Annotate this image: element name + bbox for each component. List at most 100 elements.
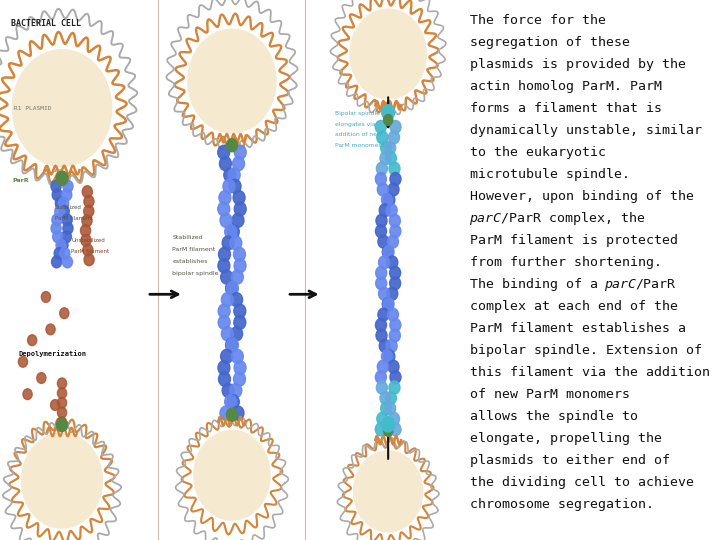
Circle shape [220, 157, 231, 171]
Circle shape [58, 417, 67, 428]
Circle shape [221, 293, 233, 307]
Circle shape [228, 225, 239, 239]
Circle shape [217, 145, 230, 159]
Circle shape [223, 179, 235, 193]
Circle shape [12, 50, 112, 166]
Circle shape [50, 400, 60, 410]
Circle shape [229, 179, 241, 193]
Circle shape [388, 183, 399, 196]
Text: parC: parC [469, 212, 502, 225]
Circle shape [390, 266, 400, 279]
Text: /ParR complex, the: /ParR complex, the [501, 212, 645, 225]
Circle shape [382, 246, 393, 259]
Circle shape [84, 254, 94, 266]
Circle shape [55, 206, 65, 218]
Circle shape [382, 417, 395, 432]
Circle shape [386, 204, 397, 217]
Circle shape [390, 329, 400, 342]
Text: actin homolog ParM. ParM: actin homolog ParM. ParM [469, 79, 662, 92]
Circle shape [46, 324, 55, 335]
Circle shape [230, 383, 242, 397]
Circle shape [387, 287, 397, 300]
Circle shape [56, 418, 68, 431]
Text: chromosome segregation.: chromosome segregation. [469, 498, 654, 511]
Circle shape [390, 225, 401, 238]
Circle shape [375, 173, 387, 186]
Text: Stabilized: Stabilized [55, 205, 82, 211]
Circle shape [61, 231, 71, 242]
Text: parC: parC [604, 278, 636, 291]
Circle shape [219, 191, 231, 205]
Circle shape [390, 319, 401, 332]
Circle shape [58, 407, 67, 418]
Text: dynamically unstable, similar: dynamically unstable, similar [469, 124, 701, 137]
Circle shape [53, 231, 63, 242]
Circle shape [389, 381, 400, 394]
Circle shape [41, 292, 50, 302]
Circle shape [220, 213, 232, 227]
Circle shape [227, 281, 238, 295]
Text: Unstabilized: Unstabilized [71, 238, 105, 243]
Text: establishes: establishes [172, 259, 207, 264]
Text: The binding of a: The binding of a [469, 278, 606, 291]
Circle shape [387, 308, 398, 321]
Circle shape [390, 120, 401, 133]
Circle shape [377, 381, 387, 394]
Circle shape [379, 204, 390, 217]
Circle shape [375, 225, 387, 238]
Circle shape [230, 236, 242, 250]
Text: The force for the: The force for the [469, 14, 606, 26]
Circle shape [188, 29, 276, 133]
Text: plasmids is provided by the: plasmids is provided by the [469, 58, 685, 71]
Circle shape [228, 395, 239, 409]
Circle shape [386, 340, 397, 353]
Circle shape [231, 270, 243, 284]
Circle shape [389, 131, 400, 144]
Circle shape [54, 247, 64, 259]
Circle shape [22, 433, 102, 528]
Circle shape [233, 191, 245, 205]
Circle shape [220, 349, 233, 363]
Text: ParM filament: ParM filament [71, 248, 109, 254]
Circle shape [58, 388, 67, 399]
Circle shape [225, 281, 238, 295]
Circle shape [56, 171, 68, 185]
Circle shape [220, 406, 232, 420]
Circle shape [233, 157, 245, 171]
Circle shape [227, 408, 238, 421]
Circle shape [225, 225, 237, 239]
Circle shape [233, 372, 246, 386]
Circle shape [377, 413, 388, 426]
Circle shape [218, 315, 230, 329]
Circle shape [390, 423, 401, 436]
Text: parC: parC [51, 167, 66, 173]
Text: from further shortening.: from further shortening. [469, 256, 662, 269]
Circle shape [385, 392, 397, 404]
Circle shape [234, 202, 246, 216]
Text: /ParR: /ParR [636, 278, 676, 291]
Circle shape [218, 304, 230, 318]
Circle shape [60, 247, 70, 259]
Text: ParM filament establishes a: ParM filament establishes a [469, 322, 685, 335]
Text: microtubule spindle.: microtubule spindle. [469, 168, 629, 181]
Circle shape [377, 162, 387, 175]
Circle shape [222, 236, 234, 250]
Circle shape [218, 259, 230, 273]
Circle shape [84, 205, 94, 217]
Text: to the eukaryotic: to the eukaryotic [469, 146, 606, 159]
Circle shape [231, 349, 243, 363]
Text: allows the spindle to: allows the spindle to [469, 410, 637, 423]
Circle shape [234, 361, 246, 375]
Circle shape [377, 131, 388, 144]
Circle shape [390, 370, 401, 383]
Circle shape [63, 180, 73, 192]
Circle shape [390, 277, 400, 290]
Text: bipolar spindle. Extension of: bipolar spindle. Extension of [469, 344, 701, 357]
Circle shape [225, 395, 237, 409]
Circle shape [27, 335, 37, 346]
Circle shape [378, 235, 389, 248]
Circle shape [375, 120, 387, 133]
Circle shape [19, 356, 27, 367]
Text: However, upon binding of the: However, upon binding of the [469, 190, 693, 202]
Text: ParR: ParR [13, 178, 30, 184]
